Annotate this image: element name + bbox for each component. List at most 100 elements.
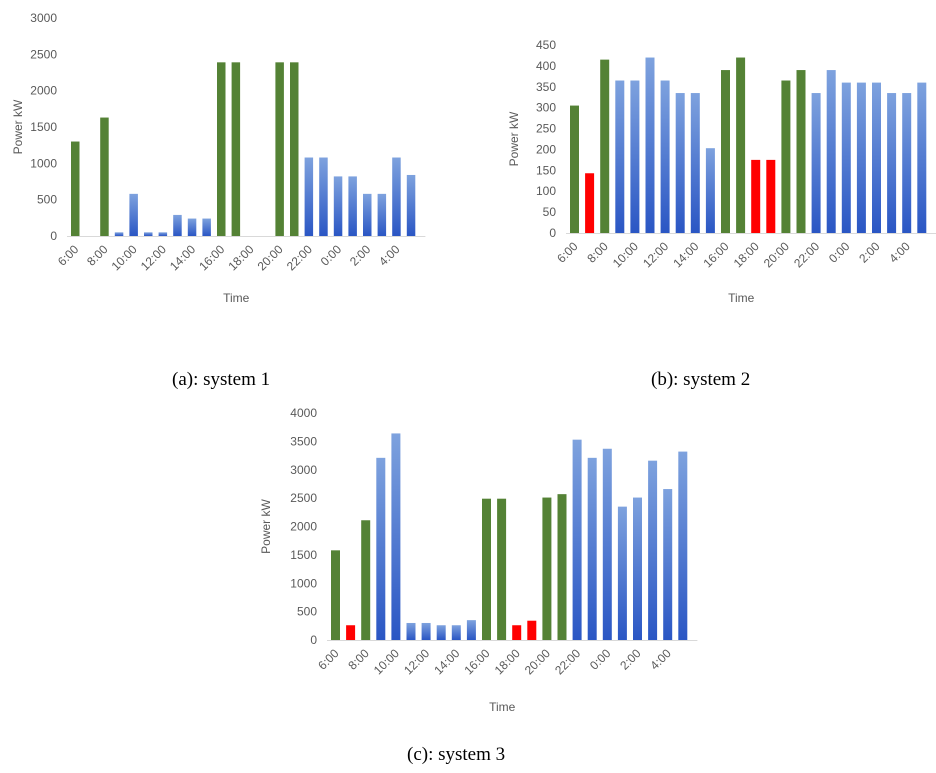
x-tick-label: 18:00 (492, 646, 523, 677)
bar (600, 59, 610, 233)
y-tick-label: 1500 (290, 548, 317, 562)
x-tick-label: 10:00 (371, 646, 402, 677)
y-tick-label: 500 (297, 605, 317, 619)
x-tick-label: 4:00 (376, 242, 403, 269)
bar (290, 62, 299, 237)
y-tick-label: 3000 (30, 11, 57, 25)
x-tick-label: 20:00 (522, 646, 553, 677)
x-tick-label: 8:00 (345, 646, 372, 673)
bar (617, 506, 627, 640)
bar (841, 82, 851, 233)
y-tick-label: 450 (536, 38, 556, 52)
y-tick-label: 4000 (290, 406, 317, 420)
bar (585, 173, 595, 233)
bar (917, 82, 927, 233)
bar (872, 82, 881, 233)
x-tick-label: 2:00 (347, 242, 374, 269)
bar (421, 622, 431, 640)
x-tick-label: 20:00 (255, 242, 286, 273)
bar (766, 159, 776, 233)
bar (346, 625, 356, 640)
bar (826, 70, 836, 233)
x-tick-label: 4:00 (886, 239, 913, 266)
chart-system-2-svg: 0 50 100 150 200 250 300 350 400 450 6:00 8:00 10:00… (507, 38, 936, 305)
bar (497, 498, 507, 640)
bar (202, 218, 211, 236)
x-tick-label: 12:00 (138, 242, 169, 273)
bar (100, 117, 109, 236)
x-tick-label: 6:00 (55, 242, 82, 269)
chart-system-1-svg: 0 500 1000 1500 2000 2500 3000 6:00 8:0010:0012:… (11, 11, 426, 305)
bar (557, 494, 567, 640)
bar (319, 157, 328, 236)
bar (173, 214, 182, 236)
y-axis-title: Power kW (259, 498, 273, 553)
x-axis-title: Time (728, 291, 755, 305)
y-tick-label: 500 (37, 193, 57, 207)
bar (572, 439, 582, 640)
x-tick-label: 8:00 (84, 242, 111, 269)
bar (392, 157, 401, 236)
x-tick-label: 16:00 (461, 646, 492, 677)
x-tick-label: 12:00 (640, 239, 671, 270)
bar (705, 148, 715, 233)
y-tick-label: 400 (536, 59, 556, 73)
y-tick-label: 1000 (290, 576, 317, 590)
y-tick-label: 2500 (290, 491, 317, 505)
bar (648, 460, 658, 640)
bar (678, 451, 688, 640)
bar (391, 433, 401, 640)
y-tick-label: 0 (50, 229, 57, 243)
bar (630, 80, 640, 233)
y-tick-label: 350 (536, 80, 556, 94)
x-tick-label: 14:00 (670, 239, 701, 270)
bar (660, 80, 670, 233)
y-tick-label: 3500 (290, 434, 317, 448)
bar (751, 159, 761, 233)
bar (406, 622, 416, 640)
bar (114, 232, 124, 236)
x-tick-label: 0:00 (587, 646, 614, 673)
y-tick-label: 250 (536, 122, 556, 136)
y-axis-title: Power kW (11, 99, 25, 154)
x-tick-label: 18:00 (731, 239, 762, 270)
y-tick-label: 50 (543, 205, 557, 219)
chart-system-1: 0 500 1000 1500 2000 2500 3000 6:00 8:00 10:00 12:… (0, 0, 450, 320)
y-tick-label: 1000 (30, 156, 57, 170)
bar (721, 70, 730, 233)
y-tick-label: 300 (536, 101, 556, 115)
x-tick-label: 0:00 (826, 239, 853, 266)
bar (144, 232, 153, 236)
bar (811, 93, 821, 234)
x-tick-label: 16:00 (700, 239, 731, 270)
bar (527, 620, 537, 640)
y-axis-title: Power kW (507, 111, 521, 166)
caption-system-2: (b): system 2 (651, 369, 751, 390)
x-tick-label: 14:00 (167, 242, 198, 273)
bar (570, 105, 579, 233)
bar (71, 141, 80, 236)
bar (887, 93, 897, 234)
x-tick-label: 2:00 (856, 239, 883, 266)
x-tick-label: 12:00 (401, 646, 432, 677)
bar (275, 62, 284, 237)
y-tick-label: 100 (536, 184, 556, 198)
bar (231, 62, 241, 237)
x-axis-title: Time (489, 700, 516, 714)
bar (217, 62, 226, 237)
bar (796, 70, 806, 233)
bar (158, 232, 168, 236)
bar (856, 82, 866, 233)
x-tick-label: 20:00 (761, 239, 792, 270)
bar (376, 457, 386, 640)
x-tick-label: 8:00 (584, 239, 611, 266)
bar (333, 176, 343, 236)
bar (602, 448, 612, 640)
bar (348, 176, 357, 236)
x-tick-label: 22:00 (552, 646, 583, 677)
bar (377, 193, 387, 236)
x-tick-label: 14:00 (431, 646, 462, 677)
x-tick-label: 22:00 (791, 239, 822, 270)
bar (361, 520, 371, 640)
chart-system-3: 0 500 1000 1500 2000 2500 3000 3500 4000 6:00 8:00… (250, 398, 710, 728)
